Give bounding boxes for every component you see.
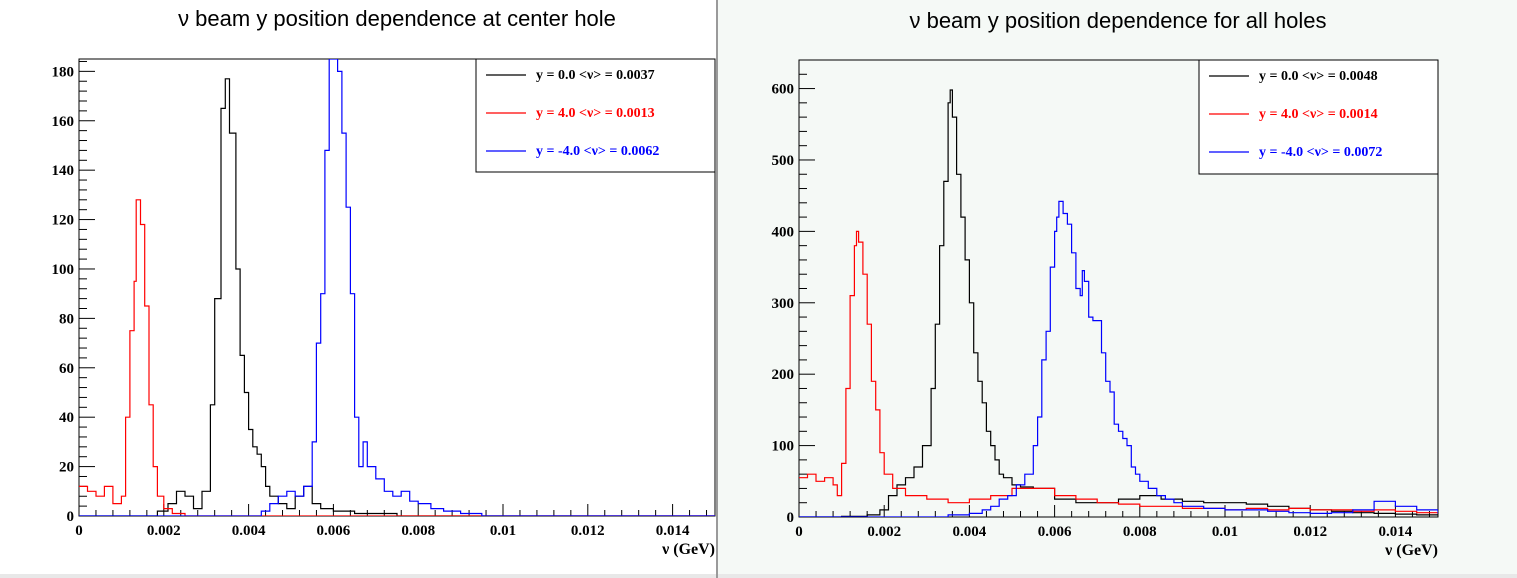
x-tick-label: 0.014	[656, 523, 690, 539]
x-tick-label: 0.008	[401, 523, 435, 539]
series-line-1	[79, 199, 715, 516]
series-line-0	[799, 89, 1438, 517]
x-tick-label: 0.014	[1379, 524, 1413, 540]
y-tick-label: 140	[52, 163, 75, 179]
legend-entry: y = 4.0 <ν> = 0.0013	[536, 106, 655, 121]
x-tick-label: 0.012	[1293, 524, 1327, 540]
y-tick-label: 20	[59, 460, 74, 476]
y-tick-label: 0	[787, 510, 795, 526]
series-line-2	[79, 59, 715, 516]
legend-box	[1198, 59, 1439, 175]
y-tick-label: 100	[772, 439, 795, 455]
y-tick-label: 40	[59, 410, 74, 426]
x-axis-label: ν (GeV)	[661, 541, 715, 558]
x-tick-label: 0.004	[232, 523, 266, 539]
legend: y = 0.0 <ν> = 0.0048 y = 4.0 <ν> = 0.0014…	[1198, 59, 1439, 175]
y-tick-label: 400	[772, 224, 795, 240]
x-tick-label: 0.004	[953, 524, 987, 540]
legend-entry: y = 0.0 <ν> = 0.0037	[536, 68, 655, 83]
series-line-2	[799, 200, 1438, 517]
x-tick-label: 0.002	[147, 523, 181, 539]
legend: y = 0.0 <ν> = 0.0037 y = 4.0 <ν> = 0.0013…	[475, 58, 716, 173]
legend-entry: y = -4.0 <ν> = 0.0072	[1259, 145, 1382, 160]
x-axis-label: ν (GeV)	[1384, 542, 1438, 559]
x-tick-label: 0.012	[571, 523, 605, 539]
legend-entry: y = 4.0 <ν> = 0.0014	[1259, 107, 1378, 122]
y-tick-label: 180	[52, 64, 75, 80]
x-tick-label: 0.01	[490, 523, 516, 539]
chart-all-holes: ν beam y position dependence for all hol…	[772, 8, 1439, 559]
y-tick-label: 120	[52, 213, 75, 229]
legend-entry: y = 0.0 <ν> = 0.0048	[1259, 69, 1378, 84]
canvas-right: ν beam y position dependence for all hol…	[718, 0, 1517, 574]
chart-center-hole: ν beam y position dependence at center h…	[52, 6, 716, 558]
y-tick-label: 160	[52, 114, 75, 130]
y-tick-label: 0	[67, 509, 75, 525]
canvas-divider	[716, 0, 718, 578]
y-tick-label: 60	[59, 361, 74, 377]
y-tick-label: 200	[772, 367, 795, 383]
y-tick-label: 300	[772, 296, 795, 312]
series-line-0	[79, 78, 715, 516]
x-tick-label: 0.006	[317, 523, 351, 539]
x-tick-label: 0	[75, 523, 83, 539]
legend-box	[475, 58, 716, 173]
x-tick-label: 0.006	[1038, 524, 1072, 540]
canvas-left: ν beam y position dependence at center h…	[0, 0, 716, 574]
y-tick-label: 600	[772, 82, 795, 98]
series-line-1	[799, 230, 1438, 514]
x-tick-label: 0.008	[1123, 524, 1157, 540]
y-tick-label: 500	[772, 153, 795, 169]
chart-title: ν beam y position dependence for all hol…	[909, 8, 1326, 33]
y-tick-label: 100	[52, 262, 75, 278]
chart-title: ν beam y position dependence at center h…	[178, 6, 616, 31]
x-tick-label: 0.002	[867, 524, 901, 540]
legend-entry: y = -4.0 <ν> = 0.0062	[536, 144, 659, 159]
y-tick-label: 80	[59, 311, 74, 327]
x-tick-label: 0	[795, 524, 803, 540]
x-tick-label: 0.01	[1212, 524, 1238, 540]
